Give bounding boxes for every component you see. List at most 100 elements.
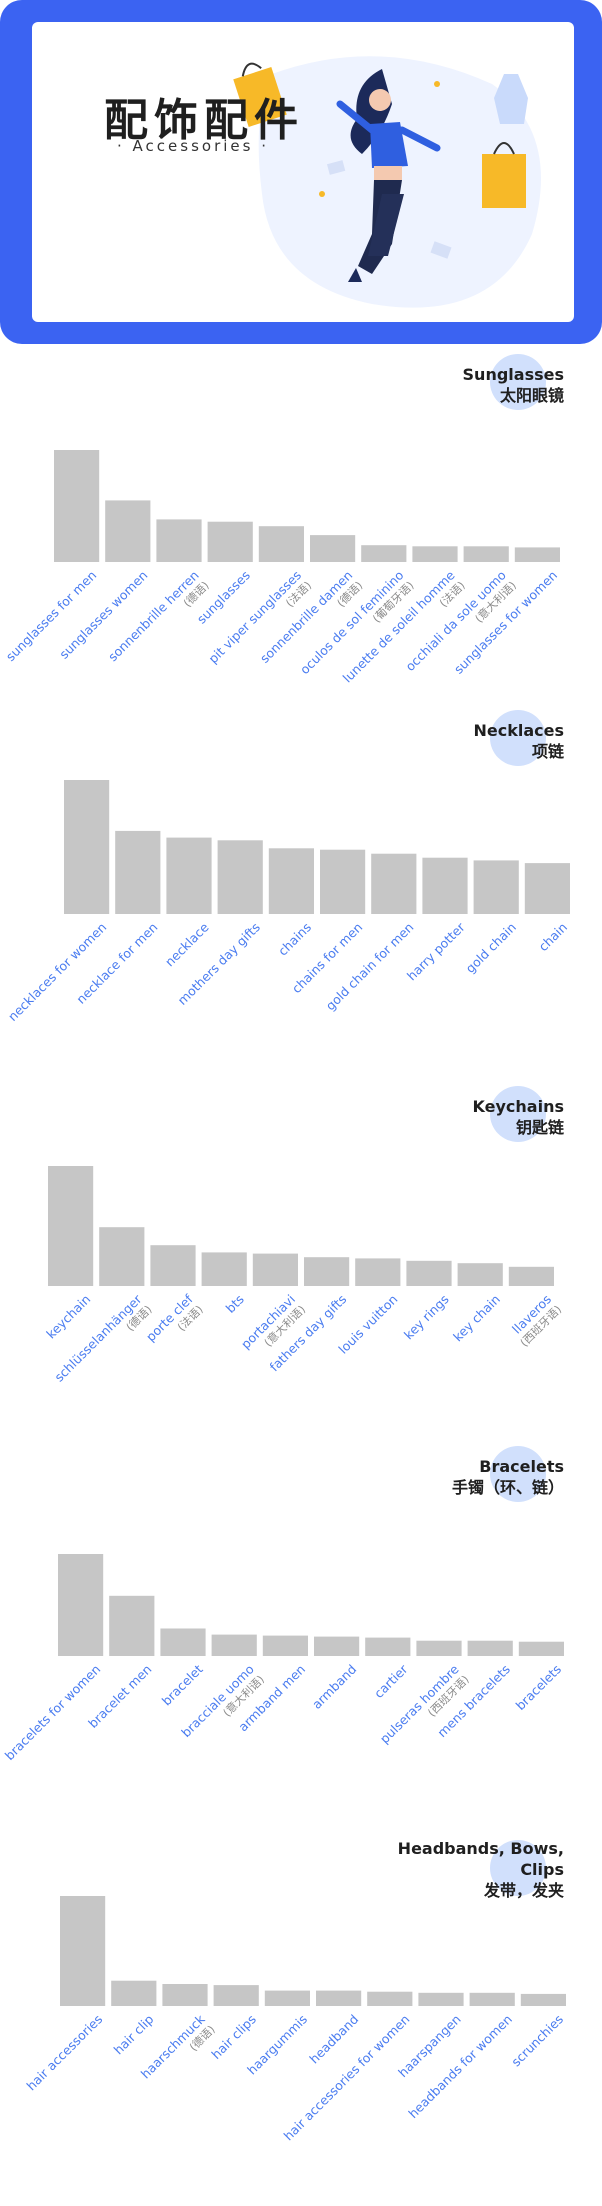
title-bubble (490, 354, 546, 410)
category-label: sunglasses for men (3, 568, 100, 665)
title-bubble (490, 1446, 546, 1502)
bar (355, 1258, 401, 1286)
bar (54, 450, 100, 562)
bar (166, 837, 212, 914)
bar (367, 1991, 413, 2006)
category-label: hair accessories (23, 2012, 105, 2094)
category-label: schlüsselanhänger (51, 1291, 145, 1385)
category-label: hair clip (111, 2011, 157, 2057)
bar (201, 1252, 247, 1286)
bar (361, 545, 407, 562)
bar (258, 526, 304, 562)
bar (524, 863, 570, 914)
page-subtitle: · Accessories · (117, 137, 269, 155)
shopping-woman-illustration (233, 56, 541, 308)
title-bubble (490, 710, 546, 766)
bar-chart-headbands: hair accessories hair cliphaarschmuck(德语)… (23, 1896, 566, 2143)
chart-headbands: Headbands, Bows, Clips 发带，发夹 hair access… (0, 1806, 602, 2206)
bar (252, 1253, 298, 1286)
category-label: headbands for women (405, 2012, 515, 2122)
bar (109, 1595, 155, 1656)
bar (48, 1166, 94, 1286)
chart-title: Keychains 钥匙链 (472, 1097, 564, 1137)
chart-title: Bracelets 手镯（环、链） (451, 1457, 564, 1497)
category-label: headband (306, 2012, 361, 2067)
bar (310, 535, 356, 562)
category-label: necklaces for women (5, 920, 109, 1024)
chart-title: Headbands, Bows, Clips 发带，发夹 (397, 1839, 564, 1900)
bar (518, 1641, 564, 1656)
category-label: sunglasses women (56, 568, 150, 662)
bar (207, 521, 253, 562)
category-label: gold chain for men (323, 920, 417, 1014)
bar (60, 1896, 106, 2006)
bar (412, 546, 458, 562)
category-label: necklace (162, 919, 212, 969)
bar (314, 1636, 360, 1656)
bar (406, 1260, 452, 1286)
bar (371, 853, 417, 914)
category-label: bracelets for women (2, 1662, 104, 1764)
category-label: bracelet (159, 1661, 206, 1708)
bar (156, 519, 202, 562)
bar (304, 1257, 350, 1286)
category-label: gold chain (462, 920, 518, 976)
bar (320, 849, 366, 914)
bar (418, 1992, 464, 2006)
bar (473, 860, 519, 914)
category-label: cartier (371, 1661, 411, 1701)
category-label: scrunchies (508, 2012, 566, 2070)
bar (316, 1990, 362, 2006)
bar (264, 1990, 310, 2006)
page-title: 配饰配件 (104, 95, 304, 146)
bar (111, 1980, 157, 2006)
bar (105, 500, 151, 562)
bar (508, 1266, 554, 1286)
bar (422, 857, 468, 914)
bar (416, 1640, 462, 1656)
category-label: sonnenbrille herren (105, 568, 202, 665)
category-label: bts (223, 1292, 247, 1316)
chart-keychains: Keychains 钥匙链 keychain schlüsselanhänger(… (0, 1064, 602, 1430)
category-label: chains (275, 920, 314, 959)
category-label: pit viper sunglasses (205, 568, 304, 667)
bar (467, 1640, 513, 1656)
bar (150, 1245, 196, 1286)
chart-title: Necklaces 项链 (473, 721, 564, 761)
category-label: bracelets (513, 1662, 565, 1714)
chart-necklaces: Necklaces 项链 necklaces for women necklace… (0, 704, 602, 1064)
bar (99, 1227, 145, 1286)
bar (514, 547, 560, 562)
title-bubble (490, 1086, 546, 1142)
bar (213, 1985, 259, 2006)
category-label: keychain (43, 1292, 93, 1342)
bar (262, 1635, 308, 1656)
bar (520, 1993, 566, 2006)
bar (268, 848, 314, 914)
chart-sunglasses: Sunglasses 太阳眼镜 sunglasses for men sungla… (0, 344, 602, 704)
banner: 配饰配件 · Accessories · (0, 0, 602, 344)
bar (457, 1263, 503, 1286)
chart-title: Sunglasses 太阳眼镜 (462, 365, 564, 405)
bar (58, 1554, 104, 1656)
bar (365, 1637, 411, 1656)
bar (217, 840, 263, 914)
category-label: key chain (450, 1292, 503, 1345)
category-label: chain (536, 920, 571, 955)
banner-card: 配饰配件 · Accessories · (32, 22, 574, 322)
chart-bracelets: Bracelets 手镯（环、链） bracelets for women bra… (0, 1430, 602, 1806)
bar (463, 546, 509, 562)
title-bubble (490, 1840, 546, 1896)
bar (211, 1634, 257, 1656)
bar (115, 830, 161, 914)
bar (160, 1628, 206, 1656)
category-label: armband (309, 1662, 359, 1712)
category-label: hair clips (208, 2012, 259, 2063)
category-label: key rings (401, 1292, 452, 1343)
bar (469, 1992, 515, 2006)
bar (64, 780, 110, 914)
